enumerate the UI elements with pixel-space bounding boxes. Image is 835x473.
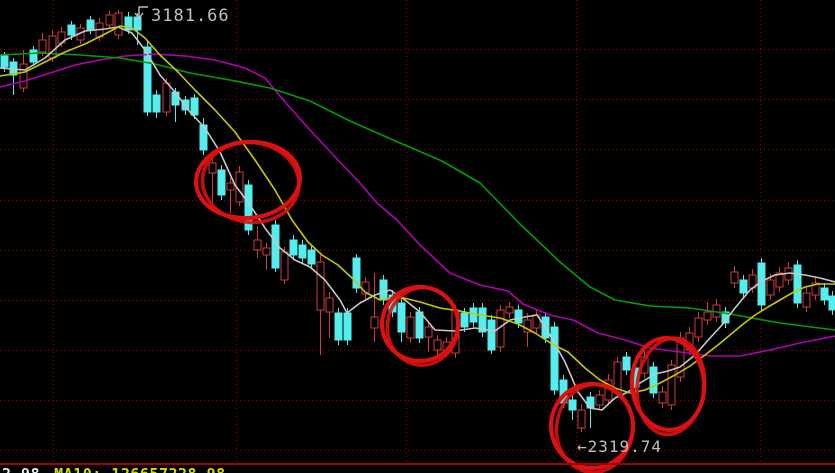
footer-ma10-label: MA10: 126657228.98 [54, 465, 226, 473]
candle-down [86, 19, 95, 31]
high-price-pointer [138, 6, 148, 17]
candle-down [298, 244, 307, 259]
candle-down [487, 319, 496, 351]
candle-down [649, 366, 658, 394]
candle-up [208, 162, 217, 174]
candle-up [370, 316, 379, 329]
candle-up [262, 247, 271, 256]
candle-up [505, 306, 514, 314]
candle-down [721, 311, 730, 324]
candle-up [424, 326, 433, 338]
highlight-circle-stroke [200, 140, 301, 225]
highlight-circle-stroke [554, 382, 635, 473]
candle-down [793, 264, 802, 304]
high-price-label: 3181.66 [151, 6, 230, 26]
ma-green-line [0, 52, 835, 331]
ma-magenta-line [0, 53, 835, 357]
candle-up [226, 182, 235, 191]
candle-down [289, 239, 298, 256]
candle-down [568, 399, 577, 411]
candle-up [253, 239, 262, 251]
candle-up [325, 297, 334, 313]
candle-up [775, 272, 784, 288]
candle-down [190, 97, 199, 116]
candle-down [29, 49, 38, 63]
candle-up [595, 394, 604, 406]
candle-down [343, 312, 352, 341]
candle-down [820, 287, 829, 301]
candle-up [19, 63, 28, 89]
candle-down [622, 356, 631, 371]
candle-down [352, 257, 361, 289]
candle-down [152, 94, 161, 113]
highlight-circle-stroke [635, 336, 707, 437]
candle-up [811, 282, 820, 296]
candle-up [48, 35, 57, 59]
candle-up [730, 271, 739, 284]
candle-up [280, 251, 289, 281]
low-price-label: ←2319.74 [577, 437, 662, 456]
candle-down [124, 16, 133, 31]
highlight-circle-stroke [385, 285, 460, 367]
candle-up [523, 319, 532, 333]
candle-up [162, 82, 171, 113]
candle-down [514, 309, 523, 324]
candle-down [397, 302, 406, 333]
candle-up [114, 12, 123, 36]
candle-up [766, 279, 775, 296]
candle-down [0, 55, 9, 68]
candle-up [433, 339, 442, 351]
candle-down [739, 279, 748, 294]
candle-up [316, 261, 325, 311]
candle-down [550, 326, 559, 391]
candle-down [143, 46, 152, 113]
candle-down [415, 311, 424, 339]
candle-down [67, 24, 76, 36]
candle-up [667, 364, 676, 406]
candle-down [217, 169, 226, 196]
candle-up [105, 14, 114, 26]
candle-down [379, 279, 388, 301]
candle-up [38, 39, 47, 53]
candle-down [478, 307, 487, 333]
candle-up [406, 316, 415, 339]
footer-value-white: 2.98 [2, 465, 40, 473]
pane-separator-line [0, 463, 835, 465]
ma-yellow-line [0, 25, 835, 394]
candle-down [460, 312, 469, 328]
indicator-footer: 2.98 MA10: 126657228.98 [2, 465, 226, 473]
high-price-pointer-tip [134, 12, 144, 20]
candle-up [658, 391, 667, 404]
candle-up [694, 317, 703, 338]
candle-down [307, 249, 316, 265]
candle-down [199, 124, 208, 151]
candle-up [802, 292, 811, 308]
ma-white-line [0, 26, 835, 411]
candle-down [133, 16, 142, 31]
candle-up [577, 409, 586, 429]
candle-up [496, 309, 505, 348]
candle-down [334, 312, 343, 341]
candle-up [703, 311, 712, 321]
candle-down [828, 295, 835, 311]
